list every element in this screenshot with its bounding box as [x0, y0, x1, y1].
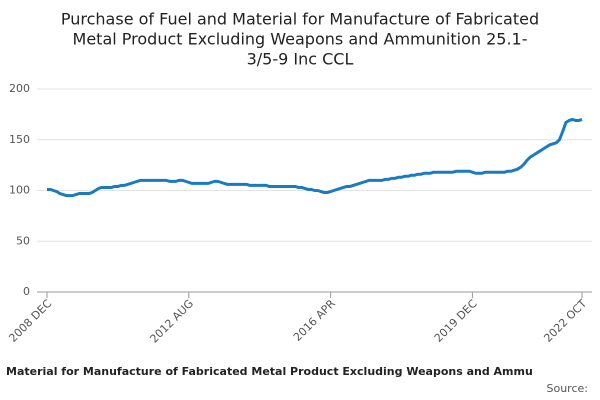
x-tick-label: 2008 DEC [6, 297, 54, 345]
y-tick-label: 0 [23, 285, 30, 298]
x-tick-label: 2016 APR [291, 297, 338, 344]
y-tick-label: 100 [9, 184, 30, 197]
y-tick-label: 50 [16, 234, 30, 247]
source: Source: [547, 382, 589, 395]
chart-title: Metal Product Excluding Weapons and Ammu… [73, 30, 528, 49]
y-tick-label: 200 [9, 82, 30, 95]
x-tick-label: 2012 AUG [148, 297, 197, 346]
footer: Material for Manufacture of Fabricated M… [6, 365, 533, 378]
line [47, 117, 583, 198]
x-tick-label: 2019 DEC [432, 297, 480, 345]
y-tick-label: 150 [9, 133, 30, 146]
chart-title: Purchase of Fuel and Material for Manufa… [61, 10, 539, 29]
x-tick-label: 2022 OCT [541, 297, 589, 345]
chart-title: 3/5-9 Inc CCL [247, 50, 354, 69]
